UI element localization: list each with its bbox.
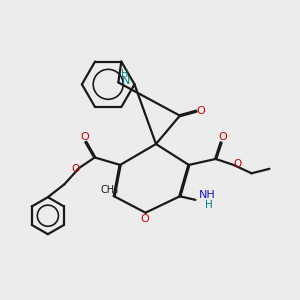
Text: O: O xyxy=(71,164,80,174)
Text: O: O xyxy=(196,106,205,116)
Text: O: O xyxy=(234,159,242,169)
Text: H: H xyxy=(205,200,212,210)
Text: O: O xyxy=(80,132,89,142)
Text: O: O xyxy=(141,214,150,224)
Text: NH: NH xyxy=(199,190,216,200)
Text: N: N xyxy=(122,76,130,86)
Text: CH₃: CH₃ xyxy=(100,185,119,195)
Text: O: O xyxy=(218,133,227,142)
Text: H: H xyxy=(121,69,129,79)
